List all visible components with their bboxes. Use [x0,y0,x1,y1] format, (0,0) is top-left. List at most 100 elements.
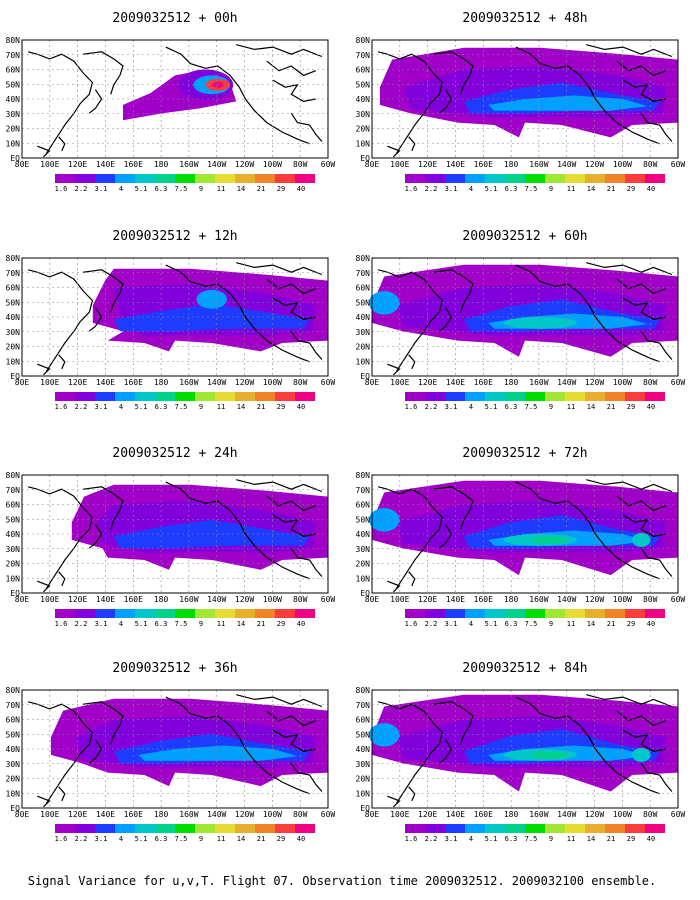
lon-tick-label: 100W [613,595,632,604]
lat-tick-label: 10N [356,789,371,798]
coastline [387,363,401,376]
lat-tick-label: 40N [356,745,371,754]
coastline [622,729,666,753]
lat-tick-label: 60N [356,501,371,510]
lat-tick-label: 10N [356,357,371,366]
coastline [377,701,444,804]
lat-tick-label: 30N [356,110,371,119]
colorbar-swatch [445,609,465,618]
coastline [290,547,323,577]
lon-tick-label: 100E [390,810,409,819]
colorbar-label: 4 [469,620,473,628]
lat-tick-label: 80N [356,36,371,45]
colorbar-label: 5.1 [485,185,498,193]
colorbar-swatch [195,609,215,618]
lon-tick-label: 120E [418,160,437,169]
lon-tick-label: 160W [529,378,548,387]
coastline [236,44,323,58]
coastline [266,278,317,295]
map-panel: 2009032512 + 24h 80E 100E 120E 140E 160E 180 16… [6,446,336,628]
colorbar-label: 1.6 [405,185,418,193]
colorbar-swatch [645,392,665,401]
lon-tick-label: 160E [474,160,493,169]
colorbar-swatch [585,824,605,833]
coastline [408,786,416,802]
coastline [640,112,673,142]
colorbar-label: 2.2 [425,185,438,193]
lon-tick-label: 100W [613,160,632,169]
lon-tick-label: 160E [474,810,493,819]
colorbar-swatch [625,824,645,833]
colorbar-swatch [565,609,585,618]
lon-tick-label: 160W [179,378,198,387]
lon-tick-label: 120E [68,595,87,604]
coastline [616,495,667,512]
colorbar-swatch [55,609,75,618]
colorbar-swatch [585,392,605,401]
colorbar-swatch [425,174,445,183]
lat-tick-label: EQ [10,154,20,163]
coastline [616,278,667,295]
colorbar-swatch [545,174,565,183]
lon-tick-label: 120W [235,595,254,604]
coastline [165,481,310,580]
colorbar-swatch [625,609,645,618]
colorbar-label: 14 [237,403,245,411]
colorbar-label: 40 [647,620,655,628]
colorbar-label: 1.6 [405,620,418,628]
colorbar-swatch [215,824,235,833]
lon-tick-label: 100E [40,378,59,387]
lon-tick-label: 60W [321,810,336,819]
lon-tick-label: 80W [293,810,308,819]
colorbar-swatch [155,392,175,401]
lon-tick-label: 120W [585,595,604,604]
panel-title: 2009032512 + 24h [112,446,237,461]
lat-tick-label: EQ [360,372,370,381]
colorbar-label: 1.6 [55,403,68,411]
coastline [408,354,416,370]
lat-tick-label: 10N [356,139,371,148]
lon-tick-label: 160E [474,595,493,604]
colorbar-swatch [235,174,255,183]
colorbar-label: 40 [297,403,305,411]
lat-tick-label: 10N [6,139,21,148]
coastline [27,269,94,372]
coastline [83,51,124,95]
coastline [236,694,323,708]
lon-tick-label: 140W [207,810,226,819]
colorbar-label: 9 [549,403,553,411]
coastline [438,524,453,549]
lat-tick-label: 80N [356,254,371,263]
colorbar-swatch [605,609,625,618]
colorbar-swatch [95,392,115,401]
lon-tick-label: 180 [504,810,519,819]
lon-tick-label: 180 [504,160,519,169]
colorbar-swatch [135,174,155,183]
colorbar-label: 3.1 [445,403,458,411]
lon-tick-label: 120E [418,810,437,819]
coastline [586,479,673,493]
lon-tick-label: 100E [390,160,409,169]
colorbar-swatch [255,392,275,401]
lat-tick-label: 80N [6,36,21,45]
lon-tick-label: 120W [235,378,254,387]
map-frame [21,39,329,159]
colorbar-label: 9 [549,185,553,193]
variance-shading [211,81,224,88]
colorbar-label: 6.3 [505,403,518,411]
coastline [88,739,103,764]
colorbar-label: 14 [237,620,245,628]
colorbar-swatch [505,174,525,183]
coastline [433,701,474,745]
lat-tick-label: 10N [6,574,21,583]
lat-tick-label: 20N [6,125,21,134]
colorbar-swatch [75,824,95,833]
figure-caption: Signal Variance for u,v,T. Flight 07. Ob… [28,874,657,888]
colorbar-swatch [485,174,505,183]
lon-tick-label: 160W [529,160,548,169]
lon-tick-label: 100E [40,810,59,819]
colorbar-swatch [465,392,485,401]
colorbar-label: 4 [119,620,123,628]
colorbar-label: 9 [199,620,203,628]
colorbar-label: 3.1 [445,185,458,193]
